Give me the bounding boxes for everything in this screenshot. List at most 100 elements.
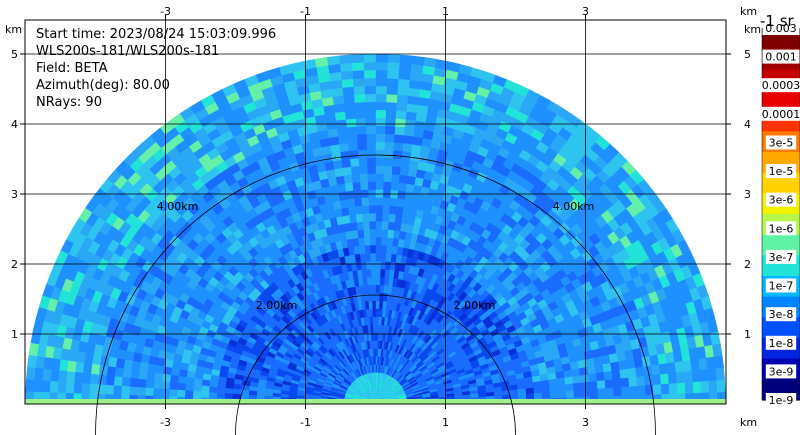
heatmap-cell xyxy=(636,375,646,387)
heatmap-cell xyxy=(368,212,376,222)
colorbar-label-bg xyxy=(765,393,797,407)
colorbar-label-bg xyxy=(759,106,800,121)
heatmap-cell xyxy=(360,189,369,199)
heatmap-cell xyxy=(658,362,669,375)
heatmap-cell xyxy=(355,213,364,223)
heatmap-cell xyxy=(387,213,396,223)
heatmap-cell xyxy=(386,229,395,239)
heatmap-cell xyxy=(378,308,383,318)
heatmap-cell xyxy=(366,165,376,174)
heatmap-cell xyxy=(635,366,645,377)
heatmap-cell xyxy=(375,157,385,166)
heatmap-cell xyxy=(113,376,123,387)
heatmap-cell xyxy=(612,377,622,388)
heatmap-cell xyxy=(395,197,405,208)
heatmap-cell xyxy=(145,371,156,382)
colorbar: 0.003 0.001 0.0003 0.0001 3e-5 1e-5 3e-6 1e-6 3e… xyxy=(759,21,800,407)
axis-unit-label: km xyxy=(5,23,22,36)
heatmap-cell xyxy=(397,182,407,192)
heatmap-cell xyxy=(399,54,413,65)
heatmap-cell xyxy=(375,196,384,206)
heatmap-cell xyxy=(82,362,93,375)
heatmap-cell xyxy=(360,196,369,206)
heatmap-cell xyxy=(355,117,367,127)
heatmap-cell xyxy=(97,374,107,386)
heatmap-cell xyxy=(200,385,210,393)
heatmap-cell xyxy=(375,308,380,317)
y-tick-label: 2 xyxy=(11,258,18,271)
range-rings: 2.00km 2.00km 4.00km 4.00km xyxy=(95,154,656,435)
heatmap-cell xyxy=(362,228,371,238)
heatmap-cell xyxy=(397,78,410,88)
x-tick-label: 1 xyxy=(442,5,449,18)
y-tick-label: 2 xyxy=(744,258,751,271)
heatmap-cell xyxy=(361,212,370,222)
heatmap-cell xyxy=(193,378,203,387)
heatmap-cell xyxy=(380,252,387,262)
heatmap-cell xyxy=(381,204,390,214)
heatmap-cell xyxy=(41,368,52,382)
heatmap-cell xyxy=(73,382,83,395)
y-tick-label: 3 xyxy=(744,188,751,201)
heatmap-cell xyxy=(33,367,44,382)
heatmap-cell xyxy=(216,387,226,394)
heatmap-cell xyxy=(379,260,386,270)
heatmap-cell xyxy=(557,383,567,392)
heatmap-cell xyxy=(357,149,368,159)
colorbar-label: 3e-7 xyxy=(769,251,794,264)
heatmap-cell xyxy=(541,391,551,399)
heatmap-cell xyxy=(365,141,376,150)
heatmap-cell xyxy=(350,165,360,175)
heatmap-cell xyxy=(375,141,386,150)
heatmap-cell xyxy=(375,172,384,182)
heatmap-cell xyxy=(105,375,115,387)
colorbar-label-bg xyxy=(765,221,797,236)
heatmap-cell xyxy=(351,61,365,72)
colorbar-label: 1e-5 xyxy=(769,165,794,178)
heatmap-cell xyxy=(383,157,394,167)
x-tick-label: -3 xyxy=(160,5,171,18)
heatmap-cell xyxy=(169,374,179,384)
heatmap-cell xyxy=(395,205,404,216)
heatmap-cell xyxy=(208,386,218,394)
heatmap-cell xyxy=(402,198,412,209)
x-tick-label: 3 xyxy=(582,5,589,18)
heatmap-cell xyxy=(367,180,376,190)
heatmap-cell xyxy=(691,369,702,383)
heatmap-cell xyxy=(388,205,397,215)
colorbar-title: -1 sr xyxy=(760,12,795,30)
heatmap-cell xyxy=(356,141,367,151)
heatmap-cell xyxy=(359,173,369,183)
heatmap-cell xyxy=(401,142,413,153)
heatmap-cell xyxy=(390,181,400,191)
heatmap-cell xyxy=(381,212,390,222)
heatmap-cell xyxy=(358,165,368,175)
heatmap-cell xyxy=(350,53,364,64)
heatmap-cell xyxy=(660,383,670,395)
heatmap-cell xyxy=(375,109,387,119)
heatmap-cell xyxy=(629,385,639,396)
heatmap-cell xyxy=(81,383,91,395)
heatmap-cell xyxy=(346,133,358,144)
y-tick-label: 3 xyxy=(11,188,18,201)
heatmap-cell xyxy=(382,181,392,191)
heatmap-cell xyxy=(356,229,365,239)
colorbar-label: 1e-8 xyxy=(769,337,794,350)
plot-frame xyxy=(24,19,727,405)
heatmap-cell xyxy=(422,57,437,68)
heatmap-cell xyxy=(715,367,725,381)
heatmap-cell xyxy=(342,94,355,104)
heatmap-cell xyxy=(667,372,678,384)
heatmap-cell xyxy=(160,388,170,398)
colorbar-label: 0.003 xyxy=(765,22,797,35)
heatmap-cell xyxy=(340,158,351,169)
range-ring-label: 4.00km xyxy=(553,200,595,213)
range-ring-label: 2.00km xyxy=(454,299,496,312)
heatmap-cell xyxy=(611,369,622,380)
heatmap-cell xyxy=(384,260,391,270)
colorbar-label: 3e-8 xyxy=(769,308,794,321)
colorbar-swatch xyxy=(762,90,800,112)
heatmap-cell xyxy=(375,228,382,238)
heatmap-cell xyxy=(380,228,389,238)
heatmap-cell xyxy=(379,276,385,286)
